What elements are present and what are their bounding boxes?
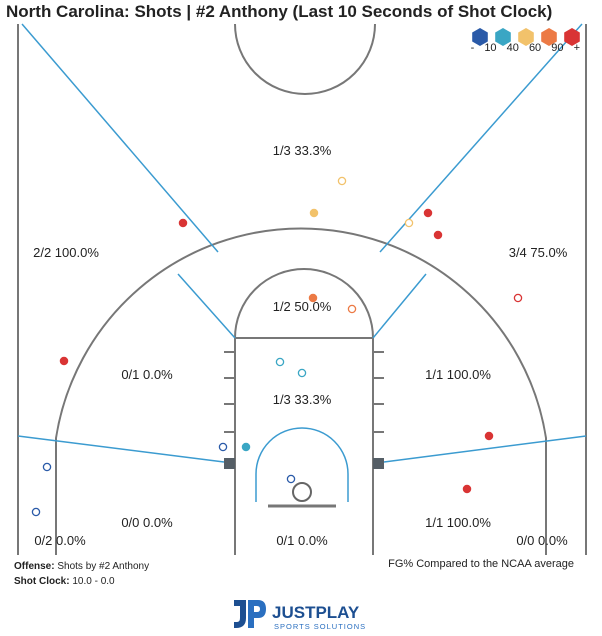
missed-shot-marker — [31, 507, 41, 517]
legend-hex-swatch — [518, 28, 534, 46]
made-shot-marker — [178, 218, 188, 228]
made-shot-marker — [59, 356, 69, 366]
zone-label-left-corner: 0/2 0.0% — [34, 533, 86, 548]
zone-label-free-throw: 1/2 50.0% — [273, 299, 332, 314]
made-shot-marker — [484, 431, 494, 441]
legend-tick: 40 — [506, 42, 519, 54]
legend-hex-swatch — [472, 28, 488, 46]
zone-lines — [17, 23, 587, 502]
zone-line — [17, 435, 225, 463]
color-legend — [472, 28, 580, 46]
missed-shot-marker — [218, 442, 228, 452]
missed-shot-marker — [42, 462, 52, 472]
missed-shot-marker — [404, 218, 414, 228]
offense-value: Shots by #2 Anthony — [57, 561, 150, 572]
made-shot-marker — [462, 484, 472, 494]
chart-title: North Carolina: Shots | #2 Anthony (Last… — [6, 2, 553, 21]
paint — [234, 337, 374, 555]
block-right — [373, 458, 384, 469]
zone-line — [379, 23, 583, 253]
legend-labels: - 10 40 60 90 + — [464, 42, 580, 54]
made-shot-marker — [309, 208, 319, 218]
zone-label-paint: 1/3 33.3% — [273, 392, 332, 407]
court-lines — [17, 23, 587, 555]
zone-label-right-wing-three: 3/4 75.0% — [509, 245, 568, 260]
restricted-arc — [255, 427, 349, 502]
chart-footer: Offense: Shots by #2 Anthony Shot Clock:… — [14, 559, 149, 589]
offense-line: Offense: Shots by #2 Anthony — [14, 559, 149, 574]
center-circle — [234, 23, 376, 95]
logo-tagline: SPORTS SOLUTIONS — [274, 622, 366, 631]
missed-shot-marker — [337, 176, 347, 186]
legend-hex-swatch — [495, 28, 511, 46]
zone-line — [383, 435, 587, 463]
zone-label-restricted: 0/1 0.0% — [276, 533, 328, 548]
shotclock-label: Shot Clock: — [14, 576, 70, 587]
offense-label: Offense: — [14, 561, 55, 572]
shot-markers — [31, 176, 523, 517]
missed-shot-marker — [275, 357, 285, 367]
made-shot-marker — [241, 442, 251, 452]
shot-chart-court: 1/3 33.3% 2/2 100.0% 3/4 75.0% 1/2 50.0%… — [17, 23, 587, 555]
zone-label-right-baseline: 1/1 100.0% — [425, 515, 491, 530]
zone-line — [372, 273, 427, 339]
missed-shot-marker — [297, 368, 307, 378]
logo-mark — [234, 600, 266, 628]
zone-label-left-wing-three: 2/2 100.0% — [33, 245, 99, 260]
logo-wordmark: JUSTPLAY — [272, 603, 360, 622]
justplay-logo: JUSTPLAY SPORTS SOLUTIONS — [234, 600, 366, 631]
zone-label-left-elbow: 0/1 0.0% — [121, 367, 173, 382]
three-point-arc — [55, 227, 547, 555]
free-throw-circle — [234, 268, 374, 339]
legend-tick: 10 — [484, 42, 497, 54]
missed-shot-marker — [513, 293, 523, 303]
shotclock-value: 10.0 - 0.0 — [72, 576, 115, 587]
legend-hexes — [472, 28, 580, 46]
zone-label-right-elbow: 1/1 100.0% — [425, 367, 491, 382]
zone-line — [177, 273, 236, 339]
zone-labels: 1/3 33.3% 2/2 100.0% 3/4 75.0% 1/2 50.0%… — [33, 143, 568, 548]
block-left — [224, 458, 235, 469]
made-shot-marker — [308, 293, 318, 303]
legend-hex-swatch — [541, 28, 557, 46]
legend-tick: 90 — [551, 42, 564, 54]
legend-tick: 60 — [528, 42, 542, 54]
zone-label-top-three: 1/3 33.3% — [273, 143, 332, 158]
zone-line — [21, 23, 219, 253]
missed-shot-marker — [286, 474, 296, 484]
shotclock-line: Shot Clock: 10.0 - 0.0 — [14, 574, 149, 589]
missed-shot-marker — [347, 304, 357, 314]
made-shot-marker — [423, 208, 433, 218]
hoop — [292, 482, 312, 502]
legend-minus: - — [470, 42, 475, 54]
made-shot-marker — [433, 230, 443, 240]
zone-label-left-baseline: 0/0 0.0% — [121, 515, 173, 530]
fg-note: FG% Compared to the NCAA average — [388, 558, 574, 570]
zone-label-right-corner: 0/0 0.0% — [516, 533, 568, 548]
legend-hex-swatch — [564, 28, 580, 46]
legend-plus: + — [573, 42, 580, 54]
